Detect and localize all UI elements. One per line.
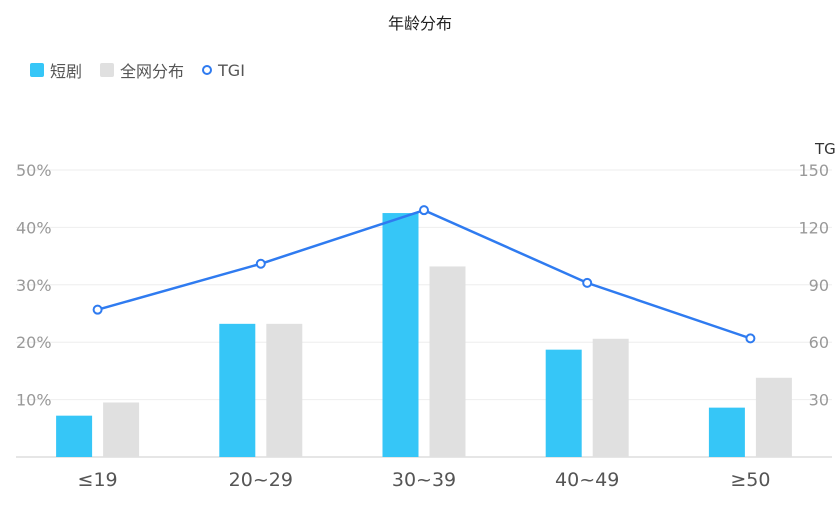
legend-label-tgi: TGI [218, 60, 245, 80]
y-left-tick-label: 20% [16, 333, 52, 352]
legend-swatch-network-distribution [100, 63, 115, 77]
tgi-point-3 [582, 277, 593, 288]
legend-item-short-drama[interactable]: 短剧 [30, 58, 82, 82]
y-left-tick-label: 40% [16, 218, 52, 237]
x-tick-label: 20~29 [229, 469, 293, 491]
tgi-point-4 [745, 333, 756, 344]
tgi-line [97, 208, 751, 340]
tgi-point-0 [92, 304, 103, 315]
legend-item-tgi[interactable]: TGI [202, 61, 245, 80]
bar-network-4 [755, 377, 792, 457]
tgi-point-1 [255, 258, 266, 269]
legend: 短剧 全网分布 TGI [30, 58, 263, 82]
legend-swatch-short-drama [30, 63, 44, 77]
bar-network-1 [266, 323, 303, 457]
bar-network-2 [429, 266, 466, 457]
bar-short-drama-4 [708, 407, 745, 457]
tgi-point-2 [419, 205, 429, 216]
y-left-tick-label: 50% [16, 161, 52, 180]
bar-short-drama-1 [219, 323, 256, 457]
bar-short-drama-3 [545, 349, 582, 457]
y-right-tick-label: 30 [809, 391, 829, 410]
legend-marker-tgi [202, 65, 213, 75]
x-tick-label: 30~39 [392, 469, 456, 491]
y-right-tick-label: 120 [798, 218, 829, 237]
legend-label-short-drama: 短剧 [50, 62, 83, 81]
legend-item-network-distribution[interactable]: 全网分布 [100, 58, 184, 82]
chart-title: 年龄分布 [387, 14, 452, 33]
bar-network-0 [103, 402, 140, 457]
legend-label-network-distribution: 全网分布 [120, 62, 185, 81]
y-right-tick-label: 150 [798, 161, 829, 180]
y-right-tick-label: 60 [809, 333, 829, 352]
x-tick-label: ≥50 [730, 469, 770, 491]
bar-short-drama-2 [382, 213, 419, 457]
y-right-axis-label: TG [814, 140, 836, 158]
y-left-tick-label: 30% [16, 276, 52, 295]
x-tick-label: ≤19 [78, 469, 118, 491]
y-left-tick-label: 10% [16, 391, 52, 410]
bar-short-drama-0 [56, 415, 93, 457]
y-right-tick-label: 90 [809, 276, 829, 295]
x-tick-label: 40~49 [555, 469, 619, 491]
bar-network-3 [592, 338, 629, 457]
